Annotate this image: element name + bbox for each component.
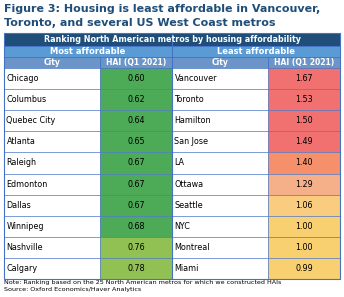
Text: 0.68: 0.68 <box>127 222 144 231</box>
Bar <box>100 89 172 110</box>
Text: 1.00: 1.00 <box>295 243 313 252</box>
Text: Columbus: Columbus <box>7 95 47 104</box>
Text: HAI (Q1 2021): HAI (Q1 2021) <box>274 58 334 67</box>
Bar <box>268 258 340 279</box>
Bar <box>4 89 100 110</box>
Text: Most affordable: Most affordable <box>50 47 126 56</box>
Bar <box>172 152 268 173</box>
Text: San Jose: San Jose <box>174 137 208 146</box>
Text: Montreal: Montreal <box>174 243 210 252</box>
Text: 0.62: 0.62 <box>127 95 145 104</box>
Text: LA: LA <box>174 159 184 168</box>
Bar <box>268 131 340 152</box>
Bar <box>172 195 268 216</box>
Bar <box>4 237 100 258</box>
Text: Calgary: Calgary <box>7 264 37 273</box>
Text: NYC: NYC <box>174 222 190 231</box>
Text: City: City <box>43 58 60 67</box>
Bar <box>4 195 100 216</box>
Text: Note: Ranking based on the 25 North American metros for which we constructed HAI: Note: Ranking based on the 25 North Amer… <box>4 280 281 285</box>
Bar <box>268 237 340 258</box>
Bar <box>4 33 340 279</box>
Text: 1.50: 1.50 <box>295 116 313 125</box>
Bar <box>268 173 340 195</box>
Bar <box>4 46 172 57</box>
Text: Winnipeg: Winnipeg <box>7 222 44 231</box>
Bar <box>100 57 172 68</box>
Text: 1.40: 1.40 <box>295 159 313 168</box>
Bar <box>172 57 268 68</box>
Text: Ottawa: Ottawa <box>174 180 204 189</box>
Text: Figure 3: Housing is least affordable in Vancouver,: Figure 3: Housing is least affordable in… <box>4 4 320 14</box>
Bar <box>172 110 268 131</box>
Text: 0.64: 0.64 <box>127 116 144 125</box>
Bar <box>268 110 340 131</box>
Text: 1.49: 1.49 <box>295 137 313 146</box>
Bar <box>100 258 172 279</box>
Text: Hamilton: Hamilton <box>174 116 211 125</box>
Text: Atlanta: Atlanta <box>7 137 35 146</box>
Bar <box>100 237 172 258</box>
Bar <box>268 152 340 173</box>
Bar <box>4 216 100 237</box>
Text: 0.76: 0.76 <box>127 243 145 252</box>
Bar <box>268 216 340 237</box>
Bar <box>4 110 100 131</box>
Text: 1.29: 1.29 <box>295 180 313 189</box>
Bar <box>4 68 100 89</box>
Text: Toronto: Toronto <box>174 95 204 104</box>
Bar <box>268 57 340 68</box>
Text: Miami: Miami <box>174 264 199 273</box>
Bar <box>4 131 100 152</box>
Bar <box>100 195 172 216</box>
Bar <box>172 216 268 237</box>
Text: 0.60: 0.60 <box>127 74 144 83</box>
Text: Seattle: Seattle <box>174 201 203 210</box>
Bar <box>268 68 340 89</box>
Text: Chicago: Chicago <box>7 74 39 83</box>
Bar <box>4 173 100 195</box>
Bar <box>268 195 340 216</box>
Bar <box>172 258 268 279</box>
Bar <box>4 152 100 173</box>
Text: Quebec City: Quebec City <box>7 116 56 125</box>
Bar <box>4 258 100 279</box>
Text: Edmonton: Edmonton <box>7 180 48 189</box>
Bar <box>4 33 340 46</box>
Text: 1.06: 1.06 <box>295 201 313 210</box>
Bar <box>100 131 172 152</box>
Text: 0.65: 0.65 <box>127 137 145 146</box>
Bar <box>100 68 172 89</box>
Bar <box>100 152 172 173</box>
Bar <box>100 216 172 237</box>
Bar <box>172 173 268 195</box>
Text: Ranking North American metros by housing affordability: Ranking North American metros by housing… <box>43 35 301 44</box>
Bar <box>172 237 268 258</box>
Bar <box>172 68 268 89</box>
Text: Nashville: Nashville <box>7 243 43 252</box>
Text: Toronto, and several US West Coast metros: Toronto, and several US West Coast metro… <box>4 18 276 28</box>
Bar <box>172 131 268 152</box>
Text: 0.78: 0.78 <box>127 264 145 273</box>
Text: Source: Oxford Economics/Haver Analytics: Source: Oxford Economics/Haver Analytics <box>4 287 141 292</box>
Text: Raleigh: Raleigh <box>7 159 36 168</box>
Text: Dallas: Dallas <box>7 201 31 210</box>
Text: 0.99: 0.99 <box>295 264 313 273</box>
Bar <box>172 46 340 57</box>
Text: City: City <box>212 58 228 67</box>
Text: Least affordable: Least affordable <box>217 47 295 56</box>
Text: 1.53: 1.53 <box>295 95 313 104</box>
Bar <box>100 173 172 195</box>
Text: 0.67: 0.67 <box>127 201 145 210</box>
Bar <box>4 57 100 68</box>
Bar <box>100 110 172 131</box>
Text: 1.67: 1.67 <box>295 74 313 83</box>
Bar <box>172 89 268 110</box>
Text: 0.67: 0.67 <box>127 159 145 168</box>
Text: 1.00: 1.00 <box>295 222 313 231</box>
Text: 0.67: 0.67 <box>127 180 145 189</box>
Text: Vancouver: Vancouver <box>174 74 217 83</box>
Text: HAI (Q1 2021): HAI (Q1 2021) <box>106 58 166 67</box>
Bar <box>268 89 340 110</box>
